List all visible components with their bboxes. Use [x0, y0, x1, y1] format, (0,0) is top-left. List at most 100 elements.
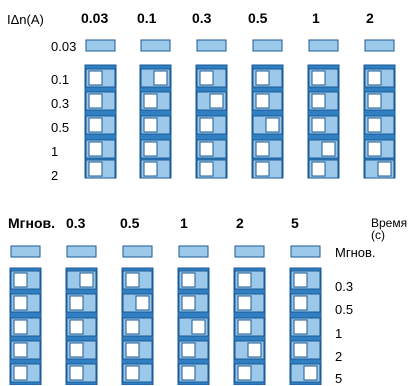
- top-setting-label-1: 0.1: [51, 72, 70, 87]
- top-setting-label-3: 0.5: [51, 120, 70, 135]
- bottom-indicator-0: [10, 245, 41, 258]
- top-switch-4-row-4-knob: [311, 161, 326, 177]
- bottom-switch-5-row-1-knob: [293, 295, 308, 311]
- top-setting-label-4: 1: [51, 144, 59, 159]
- bottom-switch-0-row-4-knob: [13, 365, 28, 381]
- top-header-0: 0.03: [81, 10, 109, 26]
- sensitivity-axis-label: IΔn(A): [7, 12, 44, 27]
- bottom-switch-4-row-3-knob: [247, 342, 262, 358]
- bottom-switch-3-row-4-knob: [181, 365, 196, 381]
- bottom-switch-4-row-4-knob: [237, 365, 252, 381]
- time-axis-unit: (с): [371, 228, 385, 242]
- bottom-switch-3-row-0-knob: [181, 272, 196, 288]
- top-switch-3-row-0-knob: [255, 70, 270, 86]
- bottom-switch-4-row-1-knob: [237, 295, 252, 311]
- top-header-4: 1: [312, 10, 320, 26]
- top-switch-4-row-3-knob: [321, 141, 336, 157]
- bottom-switch-4-row-2-knob: [237, 319, 252, 335]
- top-indicator-2: [196, 39, 227, 52]
- top-switch-0-row-3-knob: [88, 141, 103, 157]
- bottom-switch-2-row-0-knob: [125, 272, 140, 288]
- bottom-setting-label-4: 2: [335, 349, 343, 364]
- bottom-indicator-1: [66, 245, 97, 258]
- top-setting-label-2: 0.3: [51, 96, 70, 111]
- top-switch-5-row-1-knob: [367, 93, 382, 109]
- top-switch-3-row-3-knob: [255, 141, 270, 157]
- top-switch-1-row-4-knob: [143, 161, 158, 177]
- bottom-header-4: 2: [236, 215, 244, 231]
- bottom-indicator-2: [122, 245, 153, 258]
- top-switch-0-row-0-knob: [88, 70, 103, 86]
- top-setting-label-0: 0.03: [51, 39, 77, 54]
- top-indicator-0: [85, 39, 116, 52]
- top-switch-4-row-1-knob: [311, 93, 326, 109]
- top-indicator-3: [252, 39, 283, 52]
- bottom-header-2: 0.5: [120, 215, 140, 231]
- bottom-switch-1-row-3-knob: [69, 342, 84, 358]
- top-switch-1-row-3-knob: [143, 141, 158, 157]
- top-switch-0-row-1-knob: [88, 93, 103, 109]
- bottom-switch-1-row-2-knob: [69, 319, 84, 335]
- top-switch-5-row-2-knob: [367, 117, 382, 133]
- bottom-switch-3-row-2-knob: [191, 319, 206, 335]
- top-header-2: 0.3: [192, 10, 212, 26]
- bottom-switch-1-row-4-knob: [69, 365, 84, 381]
- top-header-3: 0.5: [248, 10, 268, 26]
- top-indicator-4: [308, 39, 339, 52]
- bottom-setting-label-2: 0.5: [335, 302, 354, 317]
- bottom-switch-5-row-3-knob: [293, 342, 308, 358]
- bottom-setting-label-3: 1: [335, 326, 343, 341]
- bottom-header-5: 5: [291, 215, 299, 231]
- top-switch-4-row-0-knob: [311, 70, 326, 86]
- bottom-header-1: 0.3: [66, 215, 86, 231]
- bottom-indicator-5: [290, 245, 321, 258]
- time-axis-label: Время: [371, 216, 408, 230]
- bottom-switch-2-row-4-knob: [125, 365, 140, 381]
- bottom-switch-3-row-1-knob: [181, 295, 196, 311]
- bottom-switch-5-row-4-knob: [303, 365, 318, 381]
- bottom-switch-5-row-0-knob: [293, 272, 308, 288]
- bottom-switch-1-row-1-knob: [69, 295, 84, 311]
- top-switch-5-row-3-knob: [367, 141, 382, 157]
- top-setting-label-5: 2: [51, 168, 59, 183]
- top-switch-0-row-2-knob: [88, 117, 103, 133]
- top-switch-1-row-0-knob: [153, 70, 168, 86]
- bottom-indicator-3: [178, 245, 209, 258]
- bottom-switch-0-row-3-knob: [13, 342, 28, 358]
- top-switch-3-row-4-knob: [255, 161, 270, 177]
- bottom-switch-1-row-0-knob: [79, 272, 94, 288]
- bottom-setting-label-1: 0.3: [335, 279, 354, 294]
- bottom-setting-label-5: 5: [335, 371, 343, 386]
- top-switch-0-row-4-knob: [88, 161, 103, 177]
- top-switch-3-row-1-knob: [255, 93, 270, 109]
- bottom-indicator-4: [234, 245, 265, 258]
- top-switch-2-row-4-knob: [199, 161, 214, 177]
- top-indicator-5: [364, 39, 395, 52]
- bottom-switch-4-row-0-knob: [237, 272, 252, 288]
- top-switch-3-row-2-knob: [265, 117, 280, 133]
- top-switch-2-row-0-knob: [199, 70, 214, 86]
- top-switch-2-row-3-knob: [199, 141, 214, 157]
- bottom-header-3: 1: [180, 215, 188, 231]
- top-switch-5-row-4-knob: [377, 161, 392, 177]
- bottom-switch-3-row-3-knob: [181, 342, 196, 358]
- bottom-switch-0-row-2-knob: [13, 319, 28, 335]
- top-header-5: 2: [366, 10, 374, 26]
- bottom-header-0: Мгнов.: [8, 215, 55, 231]
- top-switch-4-row-2-knob: [311, 117, 326, 133]
- bottom-setting-label-0: Мгнов.: [335, 245, 376, 260]
- top-switch-1-row-1-knob: [143, 93, 158, 109]
- bottom-switch-2-row-3-knob: [125, 342, 140, 358]
- bottom-switch-2-row-1-knob: [135, 295, 150, 311]
- top-switch-2-row-2-knob: [199, 117, 214, 133]
- top-switch-1-row-2-knob: [143, 117, 158, 133]
- top-switch-5-row-0-knob: [367, 70, 382, 86]
- top-indicator-1: [140, 39, 171, 52]
- top-switch-2-row-1-knob: [209, 93, 224, 109]
- bottom-switch-2-row-2-knob: [125, 319, 140, 335]
- bottom-switch-5-row-2-knob: [293, 319, 308, 335]
- top-header-1: 0.1: [137, 10, 157, 26]
- bottom-switch-0-row-0-knob: [13, 272, 28, 288]
